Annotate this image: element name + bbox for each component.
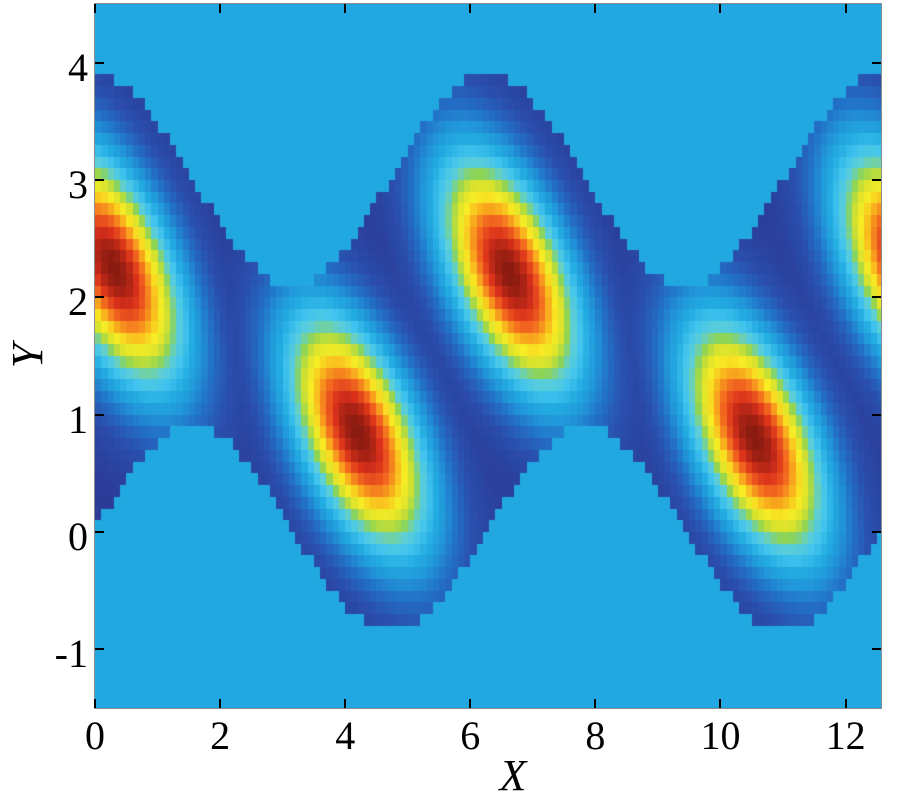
tick-mark	[872, 414, 881, 416]
y-tick-label: -1	[54, 631, 88, 677]
x-tick-label: 4	[335, 713, 356, 758]
y-tick-label: 2	[68, 279, 88, 325]
tick-mark	[872, 179, 881, 181]
y-tick-label: 3	[68, 162, 88, 207]
tick-mark	[344, 699, 346, 708]
tick-mark	[94, 699, 96, 708]
tick-mark	[845, 699, 847, 708]
tick-mark	[95, 179, 104, 181]
x-tick-label: 10	[700, 713, 741, 758]
tick-mark	[872, 648, 881, 650]
tick-mark	[872, 62, 881, 64]
tick-mark	[719, 699, 721, 708]
tick-mark	[219, 4, 221, 13]
tick-mark	[95, 531, 104, 533]
x-tick-label: 6	[460, 713, 481, 758]
tick-mark	[95, 414, 104, 416]
tick-mark	[594, 4, 596, 13]
x-tick-label: 8	[585, 713, 606, 758]
tick-mark	[95, 648, 104, 650]
tick-mark	[469, 699, 471, 708]
x-tick-label: 2	[210, 713, 231, 758]
x-axis-label: X	[499, 751, 527, 800]
y-tick-label: 0	[68, 514, 88, 559]
tick-mark	[95, 62, 104, 64]
tick-mark	[95, 296, 104, 298]
tick-mark	[219, 699, 221, 708]
y-tick-label: 1	[68, 396, 88, 442]
tick-mark	[94, 4, 96, 13]
tick-mark	[594, 699, 596, 708]
y-tick-label: 4	[68, 44, 88, 90]
x-tick-label: 12	[825, 713, 866, 758]
x-tick-label: 0	[85, 713, 105, 758]
heatmap-canvas	[95, 4, 881, 708]
y-axis-label: Y	[3, 343, 52, 369]
tick-mark	[872, 531, 881, 533]
tick-mark	[872, 296, 881, 298]
tick-mark	[845, 4, 847, 13]
tick-mark	[719, 4, 721, 13]
tick-mark	[344, 4, 346, 13]
plot-area	[94, 3, 882, 709]
tick-mark	[469, 4, 471, 13]
